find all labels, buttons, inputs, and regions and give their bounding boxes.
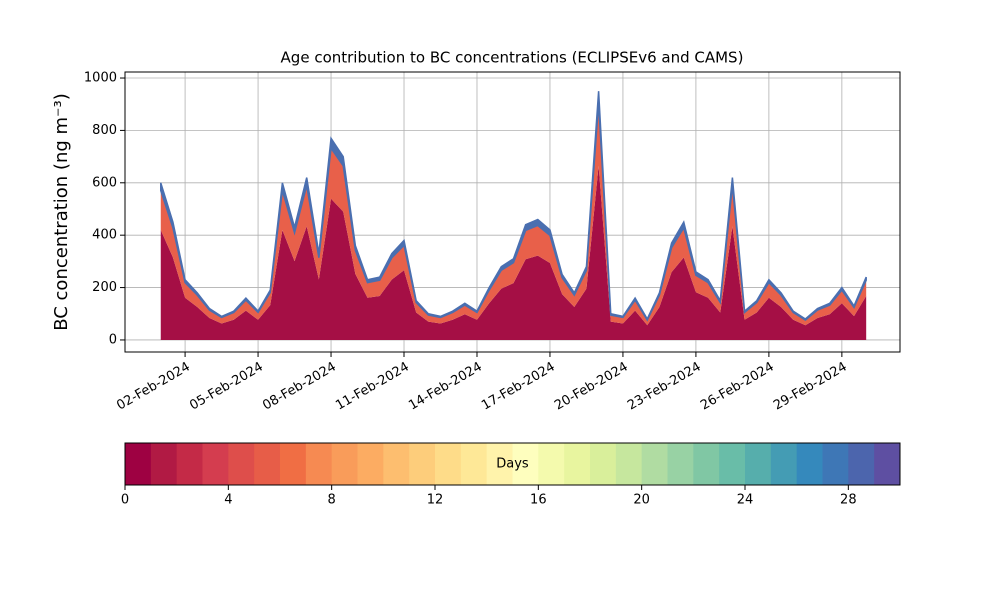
- x-tick-label: 08-Feb-2024: [260, 360, 339, 414]
- y-tick-label: 0: [109, 332, 117, 347]
- colorbar-swatch: [719, 443, 746, 485]
- colorbar-swatch: [512, 443, 539, 485]
- y-axis-label: BC concentration (ng m⁻³): [51, 93, 72, 331]
- colorbar-swatch: [667, 443, 694, 485]
- colorbar-swatch: [796, 443, 823, 485]
- colorbar-swatch: [176, 443, 203, 485]
- colorbar-swatch: [822, 443, 849, 485]
- chart-title: Age contribution to BC concentrations (E…: [281, 49, 744, 67]
- colorbar-swatch: [305, 443, 333, 485]
- colorbar-swatch: [693, 443, 720, 485]
- colorbar-swatch: [202, 443, 229, 485]
- colorbar-swatch: [280, 443, 307, 485]
- x-tick-label: 29-Feb-2024: [771, 360, 850, 414]
- x-tick-label: 05-Feb-2024: [187, 360, 266, 414]
- colorbar-swatch: [150, 443, 178, 485]
- colorbar-tick-label: 28: [840, 493, 857, 508]
- colorbar-tick-label: 20: [633, 493, 650, 508]
- x-tick-label: 11-Feb-2024: [333, 360, 412, 414]
- x-tick-label: 14-Feb-2024: [406, 360, 485, 414]
- colorbar-swatch: [564, 443, 591, 485]
- x-tick-label: 20-Feb-2024: [552, 360, 631, 414]
- y-tick-label: 1000: [84, 71, 117, 86]
- colorbar-swatch: [745, 443, 772, 485]
- x-tick-label: 02-Feb-2024: [114, 360, 193, 414]
- x-tick-label: 23-Feb-2024: [625, 360, 704, 414]
- colorbar-swatch: [486, 443, 513, 485]
- colorbar-tick-label: 8: [328, 493, 336, 508]
- colorbar-swatch: [435, 443, 462, 485]
- colorbar-swatch: [331, 443, 358, 485]
- y-tick-label: 400: [92, 228, 117, 243]
- area-layer: [160, 91, 867, 322]
- plot-frame: [124, 71, 901, 353]
- y-tick-label: 200: [92, 280, 117, 295]
- colorbar-swatch: [460, 443, 488, 485]
- colorbar-frame: [124, 442, 901, 486]
- x-tick-label: 17-Feb-2024: [479, 360, 558, 414]
- colorbar-tick-label: 0: [121, 493, 129, 508]
- y-tick-label: 600: [92, 175, 117, 190]
- colorbar-swatch: [125, 443, 152, 485]
- colorbar-swatch: [357, 443, 384, 485]
- area-layer: [160, 165, 867, 340]
- colorbar-swatch: [770, 443, 798, 485]
- colorbar-tick-label: 16: [530, 493, 547, 508]
- x-tick-label: 26-Feb-2024: [698, 360, 777, 414]
- colorbar-swatch: [383, 443, 410, 485]
- colorbar-tick-label: 12: [427, 493, 444, 508]
- colorbar-swatch: [590, 443, 617, 485]
- colorbar-swatch: [848, 443, 875, 485]
- colorbar-label: Days: [496, 457, 529, 472]
- colorbar-tick-label: 4: [224, 493, 232, 508]
- colorbar-swatch: [228, 443, 255, 485]
- y-tick-label: 800: [92, 123, 117, 138]
- colorbar-swatch: [538, 443, 565, 485]
- colorbar-swatch: [615, 443, 643, 485]
- area-layer: [160, 103, 867, 326]
- colorbar-swatch: [254, 443, 281, 485]
- colorbar-swatch: [874, 443, 901, 485]
- colorbar-tick-label: 24: [737, 493, 754, 508]
- colorbar-swatch: [641, 443, 668, 485]
- colorbar-swatch: [409, 443, 436, 485]
